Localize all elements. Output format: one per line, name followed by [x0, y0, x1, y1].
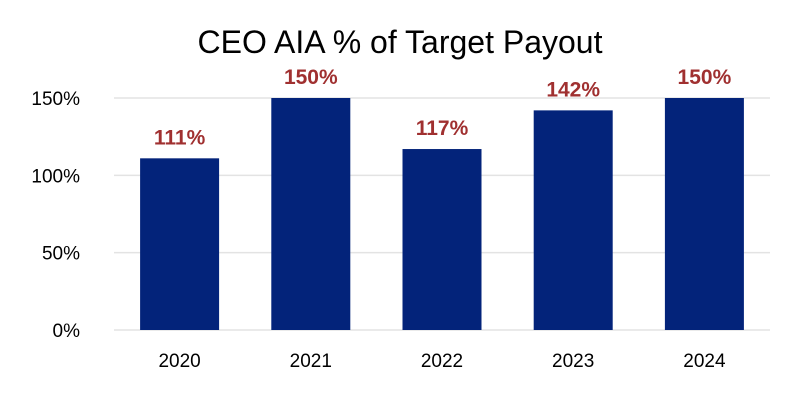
y-tick-label: 50% [42, 244, 80, 265]
bar-2021 [271, 98, 351, 330]
data-labels: 111% 150% 117% 142% 150% [154, 66, 732, 149]
x-tick-label: 2022 [421, 351, 463, 372]
bar-2023 [533, 110, 613, 330]
y-tick-label: 150% [31, 89, 80, 110]
x-tick-label: 2021 [290, 351, 332, 372]
x-tick-label: 2020 [158, 351, 200, 372]
x-tick-label: 2024 [683, 351, 726, 372]
data-label: 142% [546, 78, 600, 101]
data-label: 117% [416, 117, 469, 140]
chart-title: CEO AIA % of Target Payout [197, 24, 603, 60]
x-axis-ticks: 2020 2021 2022 2023 2024 [158, 351, 726, 372]
y-tick-label: 100% [31, 166, 80, 187]
y-axis-ticks: 0% 50% 100% 150% [31, 89, 80, 342]
y-tick-label: 0% [53, 321, 81, 342]
data-label: 111% [154, 126, 206, 149]
bar-2022 [402, 149, 482, 330]
bar-2020 [140, 158, 220, 330]
bar-2024 [664, 98, 744, 330]
bars [140, 98, 744, 330]
x-tick-label: 2023 [552, 351, 594, 372]
data-label: 150% [678, 66, 732, 89]
data-label: 150% [284, 66, 338, 89]
